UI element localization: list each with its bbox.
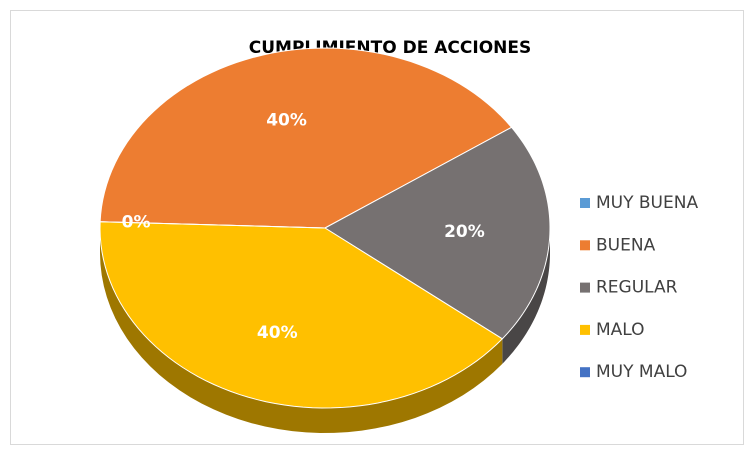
pie-slice-side (100, 228, 503, 433)
legend-label: MUY BUENA (596, 193, 698, 213)
legend-swatch (580, 367, 590, 378)
pie-slice (99, 221, 504, 409)
legend-swatch (580, 240, 590, 251)
data-label: 20% (444, 222, 485, 242)
data-label: 40% (266, 111, 307, 131)
legend-label: MUY MALO (596, 362, 687, 382)
pie-slice-side (502, 228, 550, 364)
legend-label: MALO (596, 320, 645, 340)
legend-label: REGULAR (596, 278, 678, 298)
legend-swatch (580, 324, 590, 335)
legend-swatch (580, 198, 590, 208)
pie-slice (99, 47, 513, 229)
legend-swatch (580, 282, 590, 293)
pie-slice (324, 126, 551, 340)
data-label: 0% (122, 213, 151, 233)
legend-label: BUENA (596, 235, 656, 255)
data-label: 40% (257, 323, 298, 343)
